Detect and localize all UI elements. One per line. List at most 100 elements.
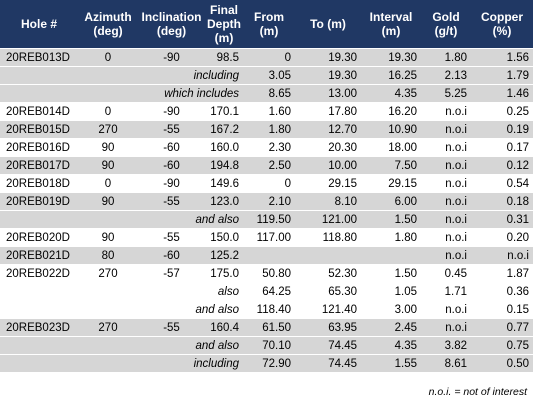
cell: 1.50 [361, 264, 421, 283]
cell: n.o.i [471, 246, 533, 265]
cell: 90 [78, 156, 138, 175]
table-body: 20REB013D 0 -90 98.5 0 19.30 19.30 1.80 1.56 incl… [0, 48, 533, 372]
cell: n.o.i [421, 300, 471, 319]
hole-id: 20REB017D [0, 156, 78, 175]
cell: -90 [138, 48, 205, 67]
cell: n.o.i [421, 318, 471, 337]
footnote: n.o.i. = not of interest [428, 386, 527, 398]
cell: 0.15 [471, 300, 533, 319]
hole-row: 20REB013D 0 -90 98.5 0 19.30 19.30 1.80 1.56 [0, 48, 533, 67]
cell: 8.61 [421, 354, 471, 372]
cell: 270 [78, 264, 138, 283]
drill-results-table: Hole # Azimuth (deg) Inclination (deg) Fina… [0, 0, 533, 372]
cell [0, 84, 78, 103]
hole-row: 20REB014D 0 -90 170.1 1.60 17.80 16.20 n.o.i 0.2… [0, 102, 533, 121]
cell: 4.35 [361, 84, 421, 103]
cell: 150.0 [205, 228, 243, 247]
sub-row: also 64.25 65.30 1.05 1.71 0.36 [0, 282, 533, 301]
cell: 1.60 [243, 102, 295, 121]
interval-label: also [138, 282, 243, 301]
cell: 72.90 [243, 354, 295, 372]
cell: n.o.i [421, 192, 471, 211]
cell: 0.19 [471, 120, 533, 139]
sub-row: and also 119.50 121.00 1.50 n.o.i 0.31 [0, 210, 533, 229]
cell [78, 282, 138, 301]
cell: 61.50 [243, 318, 295, 337]
cell: 1.79 [471, 66, 533, 85]
hole-id: 20REB016D [0, 138, 78, 157]
column-header: From (m) [243, 0, 295, 49]
cell: n.o.i [421, 138, 471, 157]
cell: 3.82 [421, 336, 471, 355]
cell: 3.00 [361, 300, 421, 319]
cell: 1.80 [243, 120, 295, 139]
cell: 80 [78, 246, 138, 265]
cell: 118.80 [295, 228, 361, 247]
cell: n.o.i [421, 228, 471, 247]
hole-id: 20REB023D [0, 318, 78, 337]
cell: 90 [78, 228, 138, 247]
interval-label: and also [138, 336, 243, 355]
cell: 2.13 [421, 66, 471, 85]
sub-row: which includes 8.65 13.00 4.35 5.25 1.46 [0, 84, 533, 103]
cell [0, 210, 78, 229]
hole-id: 20REB019D [0, 192, 78, 211]
hole-id: 20REB013D [0, 48, 78, 67]
cell: n.o.i [421, 246, 471, 265]
cell: 6.00 [361, 192, 421, 211]
cell: 90 [78, 138, 138, 157]
cell [243, 246, 295, 265]
cell: -90 [138, 174, 205, 193]
cell: 5.25 [421, 84, 471, 103]
cell: n.o.i [421, 120, 471, 139]
hole-id: 20REB020D [0, 228, 78, 247]
cell: 7.50 [361, 156, 421, 175]
cell: 0 [243, 174, 295, 193]
hole-row: 20REB019D 90 -55 123.0 2.10 8.10 6.00 n.o.i 0.18 [0, 192, 533, 211]
cell: 70.10 [243, 336, 295, 355]
hole-id: 20REB018D [0, 174, 78, 193]
cell: 119.50 [243, 210, 295, 229]
cell: 1.50 [361, 210, 421, 229]
sub-row: including 3.05 19.30 16.25 2.13 1.79 [0, 66, 533, 85]
cell: 118.40 [243, 300, 295, 319]
cell [78, 354, 138, 372]
cell: 16.20 [361, 102, 421, 121]
cell: 0 [78, 102, 138, 121]
cell: 19.30 [295, 66, 361, 85]
cell [361, 246, 421, 265]
cell: 19.30 [295, 48, 361, 67]
cell: 17.80 [295, 102, 361, 121]
interval-label: including [138, 66, 243, 85]
cell: 0.54 [471, 174, 533, 193]
cell [78, 336, 138, 355]
cell [78, 300, 138, 319]
cell: 65.30 [295, 282, 361, 301]
cell: -55 [138, 120, 205, 139]
cell: 270 [78, 120, 138, 139]
cell: 270 [78, 318, 138, 337]
sub-row: and also 70.10 74.45 4.35 3.82 0.75 [0, 336, 533, 355]
cell: -60 [138, 156, 205, 175]
cell: 0.77 [471, 318, 533, 337]
cell [0, 336, 78, 355]
cell: n.o.i [421, 102, 471, 121]
cell: 12.70 [295, 120, 361, 139]
cell: 29.15 [295, 174, 361, 193]
cell: 8.10 [295, 192, 361, 211]
hole-id: 20REB021D [0, 246, 78, 265]
column-header: Inclination (deg) [138, 0, 205, 49]
cell: -57 [138, 264, 205, 283]
cell: 0.25 [471, 102, 533, 121]
cell: 90 [78, 192, 138, 211]
cell: 4.35 [361, 336, 421, 355]
cell: 16.25 [361, 66, 421, 85]
cell [78, 84, 138, 103]
cell: 175.0 [205, 264, 243, 283]
cell: 98.5 [205, 48, 243, 67]
hole-row: 20REB022D 270 -57 175.0 50.80 52.30 1.50 0.45 1.… [0, 264, 533, 283]
cell: 74.45 [295, 354, 361, 372]
cell: 121.40 [295, 300, 361, 319]
cell: -55 [138, 318, 205, 337]
cell: 0.31 [471, 210, 533, 229]
